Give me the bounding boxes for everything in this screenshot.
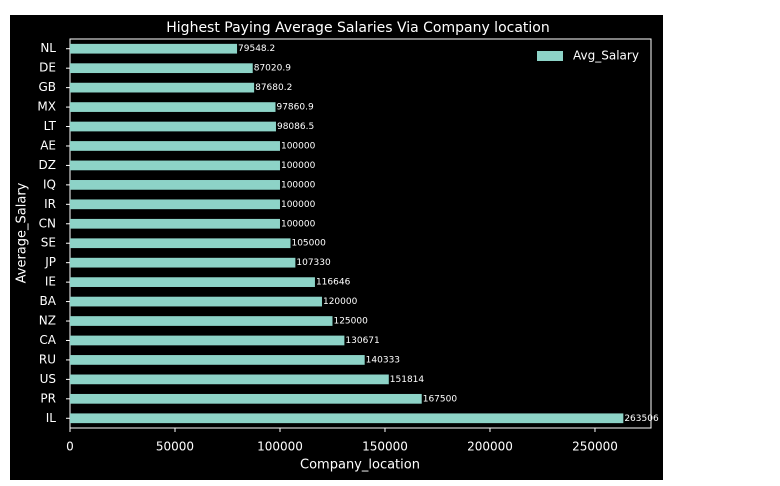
y-tick-label: SE <box>41 236 56 250</box>
bar <box>70 257 296 268</box>
bar <box>70 43 238 54</box>
bar <box>70 218 280 229</box>
y-tick-label: IQ <box>43 177 56 191</box>
y-tick-label: NZ <box>39 314 56 328</box>
y-tick-label: DE <box>39 61 56 75</box>
bar <box>70 121 276 132</box>
bar <box>70 238 291 249</box>
y-tick-label: NL <box>40 41 56 55</box>
bar <box>70 296 322 307</box>
chart-title: Highest Paying Average Salaries Via Comp… <box>166 20 549 36</box>
data-label: 87680.2 <box>255 83 292 93</box>
y-tick-label: BA <box>40 294 57 308</box>
x-tick-label: 50000 <box>156 440 194 454</box>
y-tick-label: US <box>40 372 56 386</box>
bar <box>70 277 315 287</box>
y-tick-label: DZ <box>39 158 56 172</box>
y-tick-label: GB <box>38 80 56 94</box>
y-tick-label: CN <box>39 216 56 230</box>
bar <box>70 413 624 424</box>
data-label: 107330 <box>296 258 331 268</box>
data-label: 100000 <box>281 219 316 229</box>
data-label: 130671 <box>345 336 379 346</box>
bar <box>70 63 253 74</box>
y-tick-label: IR <box>44 197 56 211</box>
bar <box>70 180 280 190</box>
bar <box>70 316 333 326</box>
data-label: 98086.5 <box>277 122 314 132</box>
x-tick-label: 0 <box>66 440 74 454</box>
data-label: 100000 <box>281 180 316 190</box>
data-label: 87020.9 <box>254 64 291 74</box>
y-tick-label: IL <box>46 411 57 425</box>
x-tick-label: 100000 <box>257 440 303 454</box>
data-label: 167500 <box>423 394 458 404</box>
bar <box>70 374 389 385</box>
x-tick-label: 200000 <box>467 440 513 454</box>
data-label: 125000 <box>333 317 368 327</box>
y-tick-label: LT <box>44 119 57 133</box>
bar <box>70 335 345 346</box>
plot-frame <box>69 38 652 429</box>
data-label: 100000 <box>281 161 316 171</box>
x-tick-label: 150000 <box>362 440 408 454</box>
y-tick-label: MX <box>37 100 56 114</box>
y-tick-label: IE <box>45 275 56 289</box>
legend-label: Avg_Salary <box>573 49 639 63</box>
y-tick-label: CA <box>39 333 56 347</box>
y-tick-label: RU <box>39 352 56 366</box>
data-label: 120000 <box>323 297 358 307</box>
bar <box>70 141 280 151</box>
y-axis-label: Average_Salary <box>15 182 30 283</box>
data-label: 79548.2 <box>238 44 275 54</box>
bar <box>70 102 276 112</box>
y-tick-label: JP <box>44 255 56 269</box>
data-label: 97860.9 <box>276 103 313 113</box>
y-tick-label: PR <box>40 391 56 405</box>
legend-swatch <box>537 51 563 61</box>
bar <box>70 160 280 171</box>
data-label: 151814 <box>390 375 425 385</box>
data-label: 116646 <box>316 278 351 288</box>
y-tick-label: AE <box>40 138 56 152</box>
x-axis-label: Company_location <box>300 458 420 473</box>
data-label: 100000 <box>281 141 316 151</box>
data-label: 100000 <box>281 200 316 210</box>
bar <box>70 199 280 210</box>
data-label: 263506 <box>624 414 659 424</box>
bar <box>70 393 422 404</box>
bar <box>70 82 255 93</box>
bar <box>70 355 365 365</box>
data-label: 105000 <box>291 239 326 249</box>
x-tick-label: 250000 <box>572 440 618 454</box>
data-label: 140333 <box>366 355 400 365</box>
